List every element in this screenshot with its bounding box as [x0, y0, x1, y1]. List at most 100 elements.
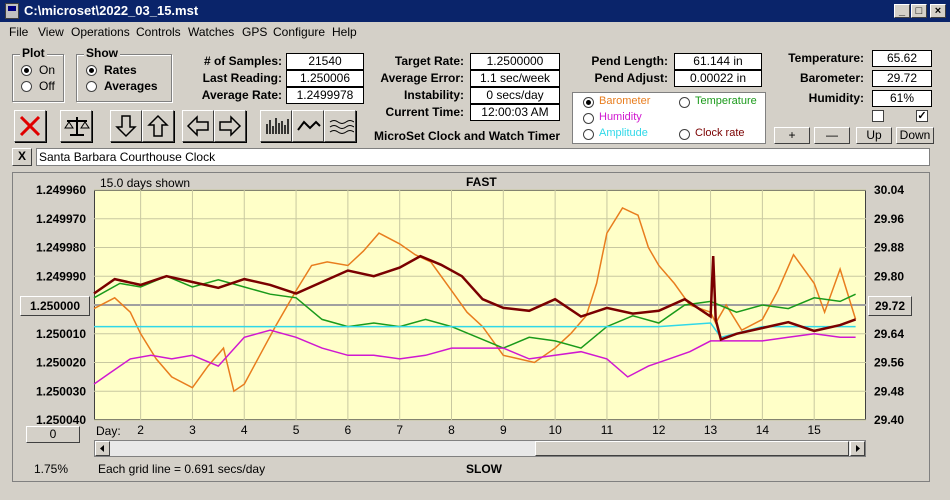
menu-help[interactable]: Help: [332, 25, 357, 39]
current-time-field: 12:00:03 AM: [470, 104, 560, 121]
average-error-field: 1.1 sec/week: [470, 70, 560, 87]
x-axis-tick: 13: [704, 423, 718, 437]
plot-off-radio[interactable]: [21, 81, 32, 92]
horizontal-scrollbar[interactable]: [94, 440, 866, 457]
humidity-radio[interactable]: [583, 113, 594, 124]
pend-adjust-label: Pend Adjust:: [594, 71, 668, 85]
left-axis-tick: 1.249990: [36, 269, 86, 283]
series-line-clock-rate: [93, 254, 857, 342]
menu-operations[interactable]: Operations: [71, 25, 130, 39]
right-axis-tick: 29.48: [874, 384, 904, 398]
temperature-label: Temperature:: [788, 51, 864, 65]
chart-pane: [12, 172, 930, 482]
clear-clock-name-button[interactable]: X: [12, 148, 32, 166]
bar-graph-button[interactable]: [260, 110, 292, 142]
barometer-radio[interactable]: [583, 97, 594, 108]
close-window-button[interactable]: ×: [930, 4, 946, 18]
menu-controls[interactable]: Controls: [136, 25, 181, 39]
stop-button[interactable]: [14, 110, 46, 142]
sensor-options-box: Barometer Temperature Humidity Amplitude…: [572, 92, 766, 144]
clock-rate-radio[interactable]: [679, 129, 690, 140]
scroll-left-button[interactable]: [95, 441, 110, 456]
minimize-button[interactable]: _: [894, 4, 910, 18]
app-icon: [5, 3, 19, 19]
left-axis-tick: 1.250040: [36, 413, 86, 427]
zero-button[interactable]: 0: [26, 426, 80, 443]
left-checkbox[interactable]: [872, 110, 884, 122]
humidity-field: 61%: [872, 90, 932, 107]
x-axis-tick: 5: [293, 423, 300, 437]
scroll-thumb[interactable]: [535, 441, 849, 456]
right-readout[interactable]: 29.72: [868, 296, 912, 316]
wave-button[interactable]: [292, 110, 324, 142]
plot-off-label: Off: [39, 79, 55, 93]
right-checkbox[interactable]: ✓: [916, 110, 928, 122]
x-axis-tick: 15: [808, 423, 822, 437]
left-axis-tick: 1.250010: [36, 327, 86, 341]
maximize-button[interactable]: □: [911, 4, 927, 18]
flat-wave-button[interactable]: [324, 110, 356, 142]
days-shown-label: 15.0 days shown: [100, 176, 191, 190]
menu-watches[interactable]: Watches: [188, 25, 235, 39]
show-group-label: Show: [84, 46, 120, 60]
barometer-label: Barometer:: [799, 71, 864, 85]
average-rate-label: Average Rate:: [201, 88, 282, 102]
x-axis-tick: 4: [241, 423, 248, 437]
amplitude-radio[interactable]: [583, 129, 594, 140]
instability-field: 0 secs/day: [470, 87, 560, 104]
left-readout[interactable]: 1.250000: [20, 296, 90, 316]
day-label: Day:: [96, 424, 121, 438]
wave-icon: [297, 120, 321, 131]
series-line-humidity: [93, 329, 856, 385]
show-rates-radio[interactable]: [86, 65, 97, 76]
scroll-left-icon: [100, 445, 104, 452]
last-reading-label: Last Reading:: [202, 71, 282, 85]
samples-field: 21540: [286, 53, 364, 70]
right-axis-tick: 29.56: [874, 356, 904, 370]
down-button[interactable]: Down: [896, 127, 934, 144]
plus-button[interactable]: +: [774, 127, 810, 144]
clock-name-field[interactable]: Santa Barbara Courthouse Clock: [36, 148, 930, 166]
left-axis-tick: 1.249980: [36, 241, 86, 255]
red-x-icon: [19, 115, 41, 137]
right-axis-tick: 29.40: [874, 413, 904, 427]
x-axis-tick: 11: [601, 423, 614, 437]
samples-label: # of Samples:: [203, 54, 282, 68]
arrow-down-icon: [115, 115, 137, 138]
arrow-left-button[interactable]: [182, 110, 214, 142]
up-button[interactable]: Up: [856, 127, 892, 144]
menu-configure[interactable]: Configure: [273, 25, 326, 39]
arrow-right-icon: [219, 115, 242, 137]
minus-button[interactable]: —: [814, 127, 850, 144]
grid-note: Each grid line = 0.691 secs/day: [98, 462, 266, 476]
temperature-radio[interactable]: [679, 97, 690, 108]
left-axis-tick: 1.249960: [36, 183, 86, 197]
x-axis-tick: 9: [500, 423, 507, 437]
x-axis-tick: 12: [652, 423, 666, 437]
balance-button[interactable]: [60, 110, 92, 142]
arrow-right-button[interactable]: [214, 110, 246, 142]
menu-view[interactable]: View: [38, 25, 64, 39]
pend-length-label: Pend Length:: [591, 54, 668, 68]
humidity-label: Humidity:: [808, 91, 864, 105]
menu-file[interactable]: File: [9, 25, 29, 39]
target-rate-label: Target Rate:: [394, 54, 464, 68]
average-rate-field: 1.2499978: [286, 87, 364, 104]
barometer-field: 29.72: [872, 70, 932, 87]
arrow-down-button[interactable]: [110, 110, 142, 142]
x-axis-tick: 3: [189, 423, 196, 437]
arrow-up-button[interactable]: [142, 110, 174, 142]
x-axis-tick: 2: [137, 423, 144, 437]
current-time-label: Current Time:: [385, 105, 464, 119]
temperature-field: 65.62: [872, 50, 932, 67]
show-rates-label: Rates: [104, 63, 137, 77]
menu-gps[interactable]: GPS: [242, 25, 268, 39]
left-axis-tick: 1.249970: [36, 212, 86, 226]
show-averages-radio[interactable]: [86, 81, 97, 92]
arrow-up-icon: [147, 114, 169, 137]
right-axis-tick: 29.80: [874, 269, 904, 283]
plot-on-radio[interactable]: [21, 65, 32, 76]
last-reading-field: 1.250006: [286, 70, 364, 87]
scroll-right-button[interactable]: [850, 441, 865, 456]
amplitude-option-label: Amplitude: [599, 127, 648, 139]
